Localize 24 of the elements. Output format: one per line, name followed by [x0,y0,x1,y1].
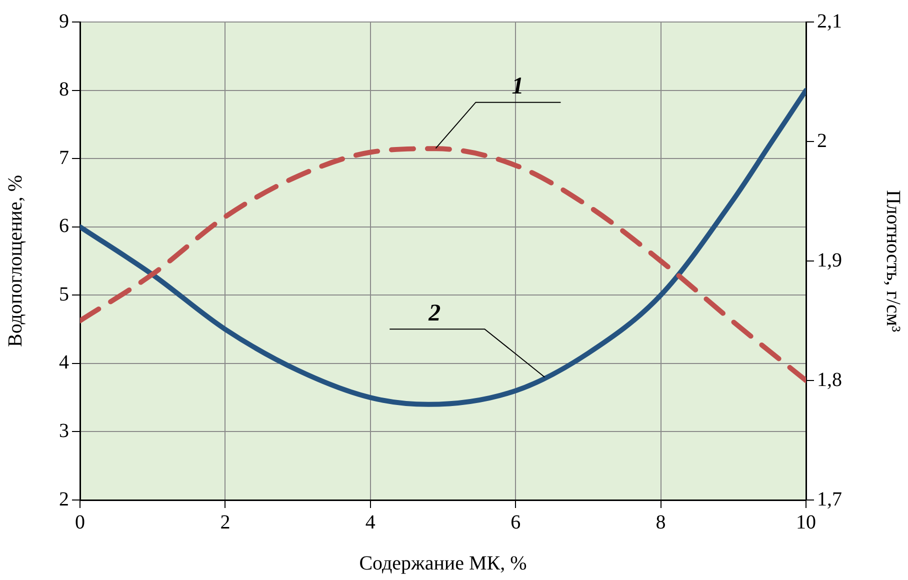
y-axis-title: Водопоглощение, % [4,174,26,348]
annotation: 2 [428,300,441,326]
y-tick-label: 8 [59,78,69,101]
y-tick-label: 3 [59,420,69,442]
x-axis-title: Содержание МК, % [359,552,527,574]
x-tick-label: 6 [510,511,521,534]
y2-tick-label: 2,1 [817,10,842,32]
y-tick-label: 9 [59,10,69,32]
y2-tick-label: 2 [817,130,827,152]
x-tick-label: 8 [656,511,666,534]
annotation: 1 [512,74,524,100]
y2-axis-title: Плотность, г/см³ [882,190,904,332]
y-tick-label: 6 [59,215,69,238]
y-tick-label: 4 [59,352,69,374]
y-tick-label: 7 [59,146,69,169]
x-tick-label: 10 [796,511,816,534]
y2-tick-label: 1,8 [817,368,842,391]
y-tick-label: 2 [59,488,69,510]
y2-tick-label: 1,9 [817,249,842,272]
x-tick-label: 2 [220,511,230,534]
y-tick-label: 5 [59,283,69,306]
x-tick-label: 0 [75,511,85,534]
x-tick-label: 4 [365,511,376,534]
y2-tick-label: 1,7 [817,488,842,510]
